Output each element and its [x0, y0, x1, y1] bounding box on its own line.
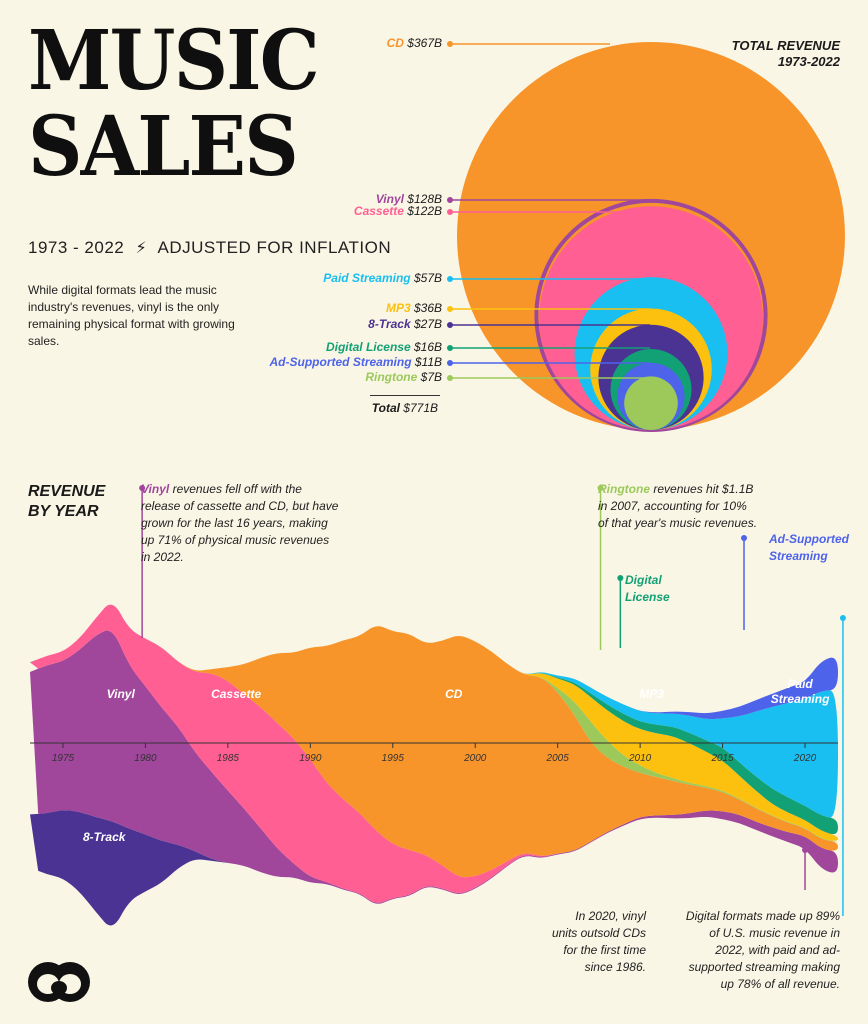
bubble-label-value: $36B: [413, 301, 442, 315]
annotation-dot: [839, 615, 846, 621]
bubble-label-cassette: Cassette $122B: [354, 204, 442, 218]
stream-label-paid-streaming: Paid: [787, 677, 813, 691]
ringtone-annotation-bold: Ringtone: [598, 482, 650, 496]
x-tick-label: 2005: [546, 753, 570, 764]
leader-dot-mp3: [447, 306, 453, 312]
x-tick-label: 2015: [710, 753, 734, 764]
bubble-label-name: Ad-Supported Streaming: [269, 355, 415, 369]
vinyl-annotation-bold: Vinyl: [141, 482, 170, 496]
x-tick-label: 2010: [628, 753, 652, 764]
bubble-label-name: Vinyl: [375, 192, 408, 206]
annotation-dot: [139, 485, 146, 491]
description: While digital formats lead the music ind…: [28, 283, 235, 348]
leader-dot-paid-streaming: [447, 276, 453, 282]
annotation-dot: [597, 485, 604, 491]
bubble-label-name: Cassette: [353, 204, 408, 218]
x-tick-label: 1990: [299, 753, 322, 764]
bubble-label-value: $16B: [413, 340, 442, 354]
bubble-label-value: $367B: [407, 36, 442, 50]
stream-label-mp3: MP3: [639, 687, 664, 701]
digital-2022-annotation: Digital formats made up 89% of U.S. musi…: [685, 909, 840, 991]
stream-8-track: [30, 810, 838, 926]
bubble-label-name: Paid Streaming: [323, 271, 414, 285]
bubble-label-vinyl: Vinyl $128B: [376, 192, 442, 206]
ringtone-annotation: Ringtone revenues hit $1.1B in 2007, acc…: [598, 481, 758, 532]
revenue-by-year-heading-1: REVENUE: [28, 483, 106, 500]
stream-label-vinyl: Vinyl: [107, 687, 136, 701]
bubble-label-digital-license: Digital License $16B: [326, 340, 442, 354]
bubble-label-ad-supported-streaming: Ad-Supported Streaming $11B: [270, 355, 442, 369]
leader-dot-8-track: [447, 322, 453, 328]
bubble-label-value: $122B: [407, 204, 442, 218]
annotation-dot: [741, 535, 748, 541]
bubble-label-name: Ringtone: [365, 370, 421, 384]
publisher-logo: [28, 962, 90, 1002]
total-divider: [370, 395, 440, 396]
leader-dot-ringtone: [447, 375, 453, 381]
lightning-icon: ⚡︎: [135, 240, 148, 257]
subtitle-years: 1973 - 2022: [28, 238, 125, 257]
total-revenue-heading: TOTAL REVENUE 1973-2022: [732, 38, 840, 70]
stream-label-paid-streaming: Streaming: [771, 692, 830, 706]
leader-dot-digital-license: [447, 345, 453, 351]
vinyl-annotation-text: revenues fell off with the release of ca…: [141, 482, 339, 564]
stream-ad-supported-streaming: [30, 604, 838, 720]
stream-cd: [30, 604, 838, 878]
bubble-label-value: $7B: [420, 370, 442, 384]
leader-dot-ad-supported-streaming: [447, 360, 453, 366]
subtitle: 1973 - 2022 ⚡︎ ADJUSTED FOR INFLATION: [28, 238, 391, 258]
x-tick-label: 1995: [382, 753, 405, 764]
bubble-label-value: $27B: [413, 317, 442, 331]
bubble-label-cd: CD $367B: [387, 36, 442, 50]
digital-license-annotation: Digital License: [625, 573, 670, 604]
stream-label-8-track: 8-Track: [83, 830, 127, 844]
x-tick-label: 1975: [52, 753, 75, 764]
page-title: MUSIC SALES: [28, 13, 320, 195]
stream-vinyl: [30, 630, 838, 904]
annotation-dot: [617, 575, 624, 581]
title-line-2: SALES: [28, 99, 299, 195]
vinyl-2020-annotation: In 2020, vinyl units outsold CDs for the…: [551, 909, 646, 974]
revenue-by-year-heading-2: BY YEAR: [28, 503, 99, 520]
leader-dot-cassette: [447, 209, 453, 215]
total-revenue-bubble-chart: [447, 41, 845, 432]
leader-dot-cd: [447, 41, 453, 47]
x-tick-label: 1980: [134, 753, 157, 764]
bubble-label-value: $11B: [414, 355, 442, 369]
bubble-label-mp3: MP3 $36B: [386, 301, 442, 315]
bubble-label-name: MP3: [385, 301, 414, 315]
revenue-by-year-heading: REVENUE BY YEAR: [28, 482, 105, 522]
ad-supported-annotation: Ad-Supported Streaming: [769, 532, 849, 563]
leader-dot-vinyl: [447, 197, 453, 203]
annotation-dot: [802, 847, 809, 853]
bubble-label-paid-streaming: Paid Streaming $57B: [323, 271, 442, 285]
bubble-label-value: $57B: [413, 271, 442, 285]
stream-label-cassette: Cassette: [211, 687, 261, 701]
vinyl-annotation: Vinyl revenues fell off with the release…: [141, 481, 341, 566]
x-tick-label: 2020: [793, 753, 817, 764]
bubble-ringtone: [624, 376, 678, 430]
revenue-by-year-streamgraph: 1975 1980 1985 1990 1995 2000 2005 2010 2015 2020…: [30, 485, 846, 926]
bubble-label-8-track: 8-Track $27B: [368, 317, 442, 331]
title-line-1: MUSIC: [28, 13, 320, 109]
bubble-label-name: Digital License: [325, 340, 414, 354]
subtitle-adjusted: ADJUSTED FOR INFLATION: [157, 238, 392, 257]
total-label-value: $771B: [403, 401, 438, 415]
bubble-label-name: CD: [386, 36, 408, 50]
stream-label-cd: CD: [445, 687, 463, 701]
x-tick-label: 1985: [217, 753, 240, 764]
bubble-label-name: 8-Track: [368, 317, 414, 331]
ringtone-annotation-text: revenues hit $1.1B in 2007, accounting f…: [598, 482, 758, 530]
total-revenue-heading-1: TOTAL REVENUE: [731, 38, 840, 53]
total-label: Total $771B: [318, 401, 438, 415]
bubble-label-ringtone: Ringtone $7B: [365, 370, 442, 384]
total-label-name: Total: [371, 401, 400, 415]
x-tick-label: 2000: [463, 753, 487, 764]
total-revenue-heading-2: 1973-2022: [777, 54, 840, 69]
bubble-label-value: $128B: [407, 192, 442, 206]
